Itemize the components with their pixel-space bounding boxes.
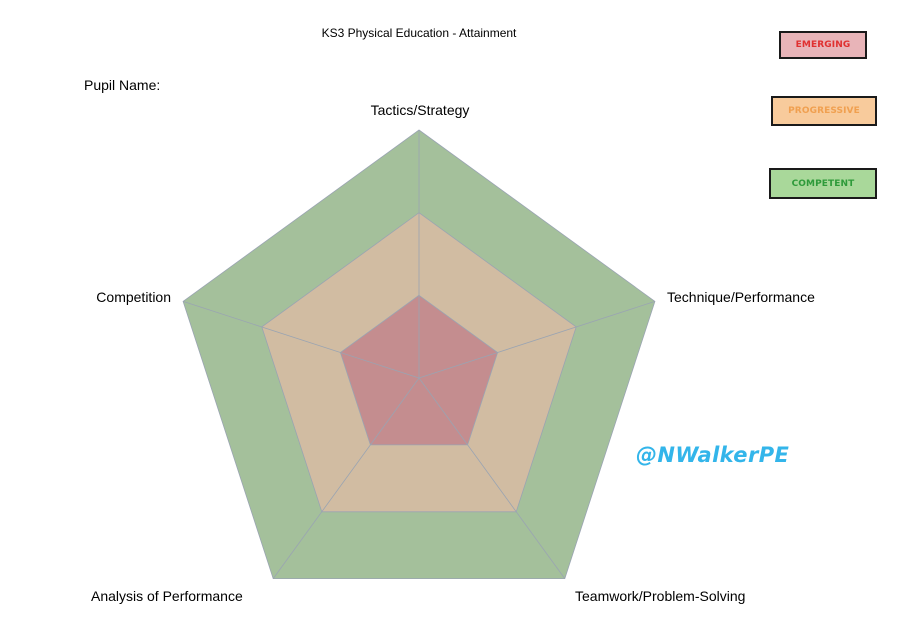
axis-label-1: Technique/Performance [667,289,815,305]
legend-progressive-label: PROGRESSIVE [788,106,860,116]
radar-spoke [418,301,656,379]
legend-competent-label: COMPETENT [791,178,855,189]
axis-label-0: Tactics/Strategy [371,102,470,118]
chart-title: KS3 Physical Education - Attainment [321,26,517,40]
legend-emerging: EMERGING [779,31,867,59]
twitter-handle-watermark: @NWalkerPE [636,443,790,467]
radar-spoke [418,377,566,579]
legend-progressive: PROGRESSIVE [771,96,877,126]
radar-spoke [272,377,420,579]
radar-spokes [182,130,656,579]
axis-label-2: Teamwork/Problem-Solving [575,588,745,604]
legend-competent: COMPETENT [769,168,877,199]
legend-emerging-label: EMERGING [795,40,851,50]
radar-axis-labels: Tactics/Strategy Technique/Performance Tea… [91,102,815,604]
axis-label-3: Analysis of Performance [91,588,243,604]
pupil-name-label: Pupil Name: [84,77,161,93]
radar-spoke [182,301,420,379]
axis-label-4: Competition [96,289,171,305]
